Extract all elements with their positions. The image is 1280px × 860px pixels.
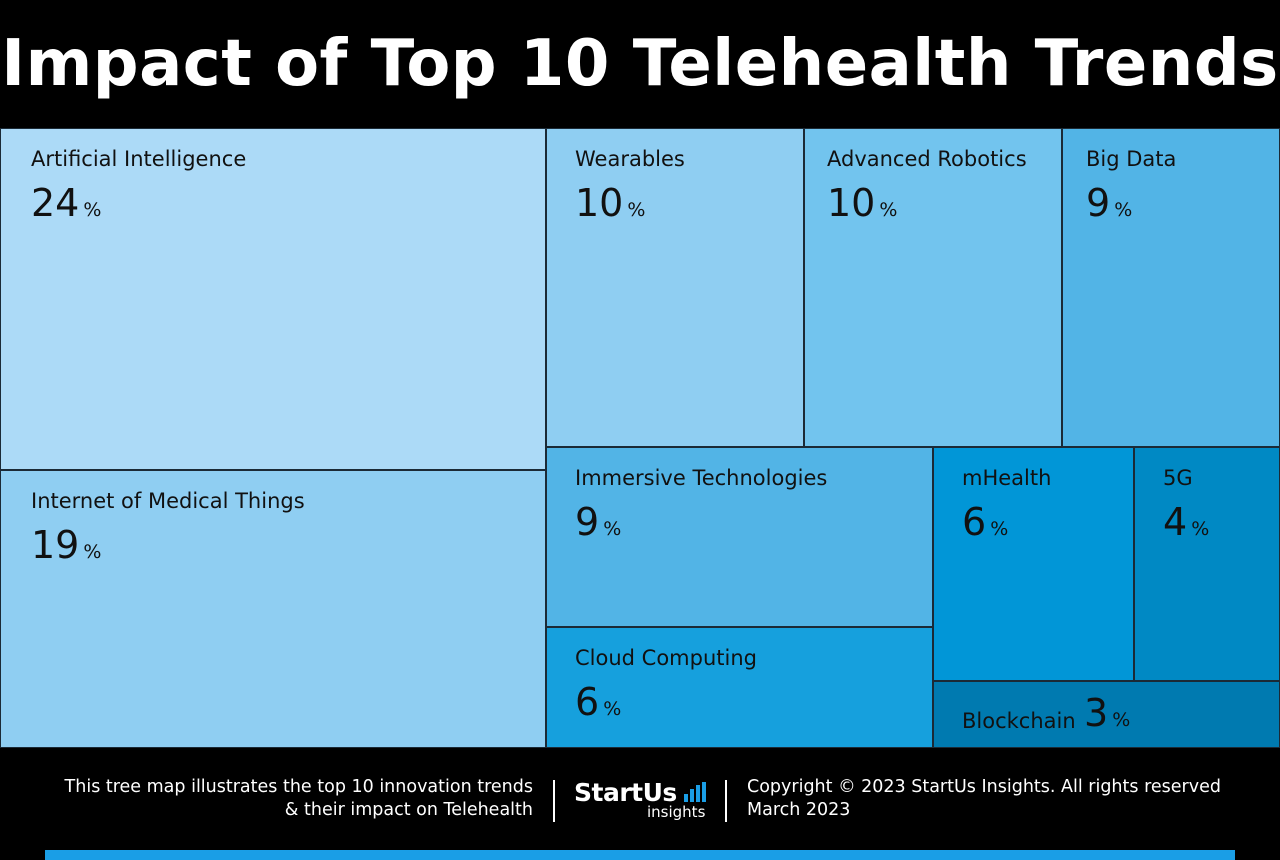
tile-internet-of-medical-things: Internet of Medical Things 19% <box>0 470 546 748</box>
tile-blockchain: Blockchain 3% <box>933 681 1280 748</box>
tile-artificial-intelligence: Artificial Intelligence 24% <box>0 128 546 470</box>
value-unit: % <box>1191 518 1210 540</box>
tile-mhealth: mHealth 6% <box>933 447 1134 681</box>
tile-5g: 5G 4% <box>1134 447 1280 681</box>
value-number: 6 <box>575 680 600 724</box>
footer-copyright: Copyright © 2023 StartUs Insights. All r… <box>747 776 1221 822</box>
tile-value: 9% <box>1086 181 1132 225</box>
value-number: 3 <box>1084 691 1109 735</box>
tile-value: 6% <box>962 500 1008 544</box>
tile-value: 10% <box>575 181 645 225</box>
footer: This tree map illustrates the top 10 inn… <box>0 748 1280 860</box>
value-unit: % <box>1114 199 1133 221</box>
treemap: Artificial Intelligence 24% Internet of Me… <box>0 128 1280 748</box>
value-number: 6 <box>962 500 987 544</box>
tile-value: 19% <box>31 523 101 567</box>
tile-label: Cloud Computing <box>575 646 757 670</box>
value-unit: % <box>603 698 622 720</box>
value-unit: % <box>990 518 1009 540</box>
value-number: 9 <box>575 500 600 544</box>
footer-divider-left <box>553 780 555 822</box>
value-number: 4 <box>1163 500 1188 544</box>
value-unit: % <box>627 199 646 221</box>
value-number: 10 <box>575 181 624 225</box>
logo-wordmark: StartUs <box>574 778 677 807</box>
tile-big-data: Big Data 9% <box>1062 128 1280 447</box>
tile-value: 3% <box>1084 691 1130 735</box>
value-unit: % <box>603 518 622 540</box>
tile-value: 9% <box>575 500 621 544</box>
footer-divider-right <box>725 780 727 822</box>
tile-value: 10% <box>827 181 897 225</box>
tile-label: Wearables <box>575 147 685 171</box>
value-unit: % <box>83 541 102 563</box>
value-unit: % <box>1112 709 1131 731</box>
tile-wearables: Wearables 10% <box>546 128 804 447</box>
tile-label: 5G <box>1163 466 1193 490</box>
accent-bar <box>45 850 1235 860</box>
startus-logo: StartUs insights <box>574 778 714 828</box>
bar-chart-icon <box>684 782 708 802</box>
copyright-text: Copyright © 2023 StartUs Insights. All r… <box>747 777 1221 797</box>
description-line-2: & their impact on Telehealth <box>284 800 533 820</box>
tile-label: mHealth <box>962 466 1052 490</box>
logo-subtitle: insights <box>647 803 706 821</box>
tile-immersive-technologies: Immersive Technologies 9% <box>546 447 933 627</box>
tile-label: Artificial Intelligence <box>31 147 247 171</box>
tile-label: Blockchain <box>962 709 1076 733</box>
tile-value: 4% <box>1163 500 1209 544</box>
tile-cloud-computing: Cloud Computing 6% <box>546 627 933 748</box>
tile-label: Immersive Technologies <box>575 466 828 490</box>
tile-value: 24% <box>31 181 101 225</box>
value-unit: % <box>879 199 898 221</box>
value-number: 9 <box>1086 181 1111 225</box>
tile-value: 6% <box>575 680 621 724</box>
value-number: 19 <box>31 523 80 567</box>
tile-label: Advanced Robotics <box>827 147 1027 171</box>
description-line-1: This tree map illustrates the top 10 inn… <box>64 777 533 797</box>
tile-label: Internet of Medical Things <box>31 489 305 513</box>
tile-advanced-robotics: Advanced Robotics 10% <box>804 128 1062 447</box>
value-number: 10 <box>827 181 876 225</box>
publish-date: March 2023 <box>747 800 851 820</box>
value-unit: % <box>83 199 102 221</box>
tile-label: Big Data <box>1086 147 1177 171</box>
value-number: 24 <box>31 181 80 225</box>
footer-description: This tree map illustrates the top 10 inn… <box>13 776 533 822</box>
chart-title: Impact of Top 10 Telehealth Trends <box>1 27 1279 101</box>
